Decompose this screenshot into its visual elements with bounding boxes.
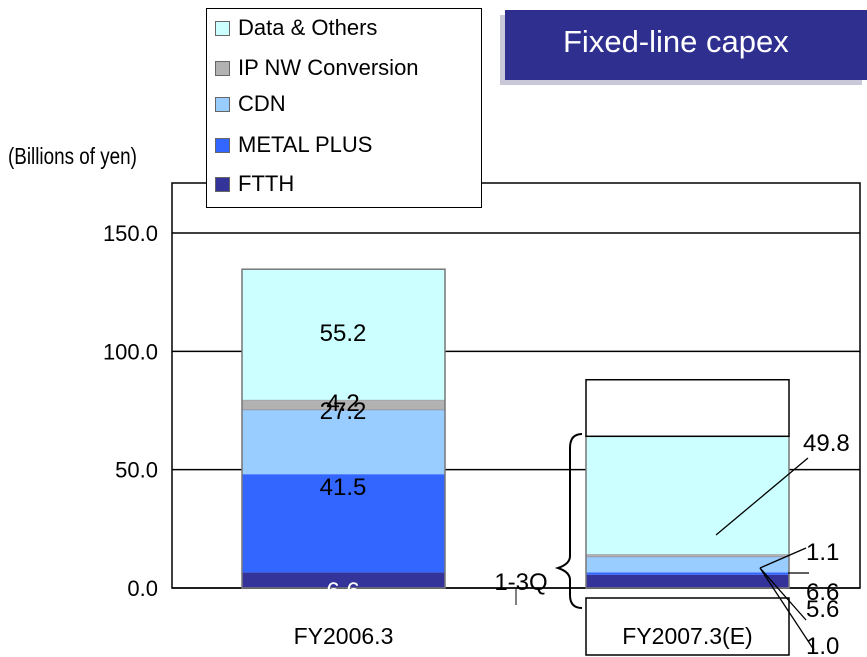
unit-label: (Billions of yen) — [8, 143, 137, 169]
data-label: 49.8 — [803, 430, 850, 457]
x-category-label: FY2007.3(E) — [622, 623, 752, 649]
legend-swatch — [215, 96, 230, 112]
y-tick-label: 50.0 — [115, 458, 158, 483]
leader-line — [759, 567, 815, 651]
bar-segment — [586, 556, 789, 573]
bar-segment — [586, 572, 789, 575]
legend-swatch — [215, 60, 230, 76]
legend-label: IP NW Conversion — [238, 55, 419, 80]
bar-segment — [586, 436, 789, 555]
x-category-label: FY2006.3 — [294, 623, 394, 649]
title-banner: Fixed-line capex — [505, 10, 867, 80]
bar-segment — [585, 553, 790, 558]
brace — [554, 433, 583, 609]
data-label: 55.2 — [320, 320, 367, 347]
data-label: 27.2 — [320, 398, 367, 425]
y-tick-label: 150.0 — [103, 221, 158, 246]
legend-item-ftth: FTTH — [215, 169, 294, 199]
data-label: 4.2 — [326, 390, 359, 417]
y-tick-label: 0.0 — [127, 576, 158, 601]
annotation-1-3q: 1-3Q — [494, 569, 547, 596]
bar-segment — [242, 572, 445, 588]
data-label: 1.1 — [806, 539, 839, 566]
full-year-outline — [585, 378, 790, 438]
legend-swatch — [215, 137, 230, 153]
bar-segment — [242, 474, 445, 573]
chart-title: Fixed-line capex — [563, 24, 789, 59]
legend-item-ip-nw-conversion: IP NW Conversion — [215, 53, 419, 83]
category-label-box — [585, 597, 790, 656]
data-label: 6.6 — [806, 579, 839, 606]
data-label: 6.6 — [326, 578, 359, 605]
legend-swatch — [215, 20, 230, 36]
legend-swatch — [215, 176, 230, 192]
legend-label: FTTH — [238, 171, 295, 196]
legend-label: Data & Others — [238, 15, 378, 40]
legend-label: CDN — [238, 91, 286, 116]
legend-item-cdn: CDN — [215, 89, 286, 119]
bar-segment — [242, 409, 445, 475]
bar-segment — [586, 574, 789, 588]
leader-line — [715, 457, 809, 536]
bar-outline — [241, 268, 446, 589]
bar-segment — [242, 269, 445, 400]
leader-line — [759, 547, 807, 569]
y-tick-label: 100.0 — [103, 339, 158, 364]
legend-item-data-others: Data & Others — [215, 13, 377, 43]
data-label: 5.6 — [806, 596, 839, 623]
data-label: 1.0 — [806, 633, 839, 657]
legend-item-metal-plus: METAL PLUS — [215, 130, 372, 160]
legend: Data & Others IP NW Conversion CDN METAL… — [206, 8, 482, 208]
legend-label: METAL PLUS — [238, 132, 373, 157]
leader-line — [759, 567, 807, 621]
data-label: 41.5 — [320, 474, 367, 501]
